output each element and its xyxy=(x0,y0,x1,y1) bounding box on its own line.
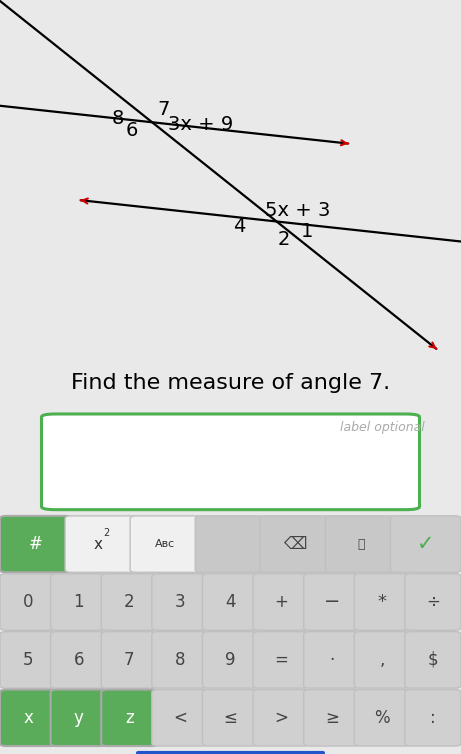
Text: 1: 1 xyxy=(301,222,313,241)
FancyBboxPatch shape xyxy=(0,574,56,630)
Text: 7: 7 xyxy=(124,651,135,669)
FancyBboxPatch shape xyxy=(354,632,410,688)
Text: #: # xyxy=(29,535,42,553)
Text: 4: 4 xyxy=(234,217,246,236)
FancyBboxPatch shape xyxy=(260,516,331,572)
Text: 5x + 3: 5x + 3 xyxy=(265,201,330,220)
FancyBboxPatch shape xyxy=(130,516,201,572)
Text: x: x xyxy=(23,709,33,727)
Text: 8: 8 xyxy=(112,109,124,128)
FancyBboxPatch shape xyxy=(51,632,107,688)
FancyBboxPatch shape xyxy=(101,690,157,746)
FancyBboxPatch shape xyxy=(0,516,71,572)
Text: Aʙc: Aʙc xyxy=(155,539,176,549)
Text: ⌫: ⌫ xyxy=(284,535,307,553)
Text: 5: 5 xyxy=(23,651,33,669)
FancyBboxPatch shape xyxy=(152,690,208,746)
Text: 2: 2 xyxy=(103,529,109,538)
Text: ·: · xyxy=(329,651,334,669)
FancyBboxPatch shape xyxy=(202,574,259,630)
FancyBboxPatch shape xyxy=(304,632,360,688)
FancyBboxPatch shape xyxy=(202,690,259,746)
Text: 2: 2 xyxy=(124,593,135,611)
FancyBboxPatch shape xyxy=(41,414,420,510)
FancyBboxPatch shape xyxy=(354,690,410,746)
Text: *: * xyxy=(378,593,387,611)
Text: 8: 8 xyxy=(175,651,185,669)
Text: Find the measure of angle 7.: Find the measure of angle 7. xyxy=(71,372,390,393)
Text: 3: 3 xyxy=(175,593,185,611)
Text: ≥: ≥ xyxy=(325,709,339,727)
Text: x: x xyxy=(94,537,102,552)
Text: y: y xyxy=(74,709,83,727)
FancyBboxPatch shape xyxy=(65,516,136,572)
Text: 🗑: 🗑 xyxy=(357,538,364,550)
Text: :: : xyxy=(430,709,436,727)
Text: 1: 1 xyxy=(73,593,84,611)
FancyBboxPatch shape xyxy=(405,574,461,630)
FancyBboxPatch shape xyxy=(101,574,157,630)
Text: 4: 4 xyxy=(225,593,236,611)
FancyBboxPatch shape xyxy=(253,690,309,746)
FancyBboxPatch shape xyxy=(51,574,107,630)
Text: 0: 0 xyxy=(23,593,33,611)
FancyBboxPatch shape xyxy=(405,632,461,688)
Text: 6: 6 xyxy=(125,121,137,140)
Text: z: z xyxy=(125,709,134,727)
FancyBboxPatch shape xyxy=(202,632,259,688)
FancyBboxPatch shape xyxy=(195,516,266,572)
FancyBboxPatch shape xyxy=(304,690,360,746)
Text: +: + xyxy=(274,593,288,611)
Text: %: % xyxy=(374,709,390,727)
Text: 6: 6 xyxy=(73,651,84,669)
Text: =: = xyxy=(274,651,288,669)
FancyBboxPatch shape xyxy=(0,690,56,746)
Text: ✓: ✓ xyxy=(417,534,434,554)
Text: ÷: ÷ xyxy=(426,593,440,611)
Text: $: $ xyxy=(428,651,438,669)
FancyBboxPatch shape xyxy=(51,690,107,746)
FancyBboxPatch shape xyxy=(152,632,208,688)
FancyBboxPatch shape xyxy=(152,574,208,630)
FancyBboxPatch shape xyxy=(405,690,461,746)
FancyBboxPatch shape xyxy=(101,632,157,688)
Text: 3x + 9: 3x + 9 xyxy=(168,115,233,133)
Text: ≤: ≤ xyxy=(224,709,237,727)
Text: <: < xyxy=(173,709,187,727)
FancyBboxPatch shape xyxy=(304,574,360,630)
Text: 2: 2 xyxy=(278,230,290,249)
Text: −: − xyxy=(324,593,340,611)
Text: >: > xyxy=(274,709,288,727)
FancyBboxPatch shape xyxy=(354,574,410,630)
Text: label optional: label optional xyxy=(340,421,425,434)
Text: ,: , xyxy=(380,651,385,669)
FancyBboxPatch shape xyxy=(253,574,309,630)
FancyBboxPatch shape xyxy=(253,632,309,688)
FancyBboxPatch shape xyxy=(0,632,56,688)
Text: 7: 7 xyxy=(158,100,170,119)
Text: 9: 9 xyxy=(225,651,236,669)
FancyBboxPatch shape xyxy=(325,516,396,572)
FancyBboxPatch shape xyxy=(390,516,461,572)
